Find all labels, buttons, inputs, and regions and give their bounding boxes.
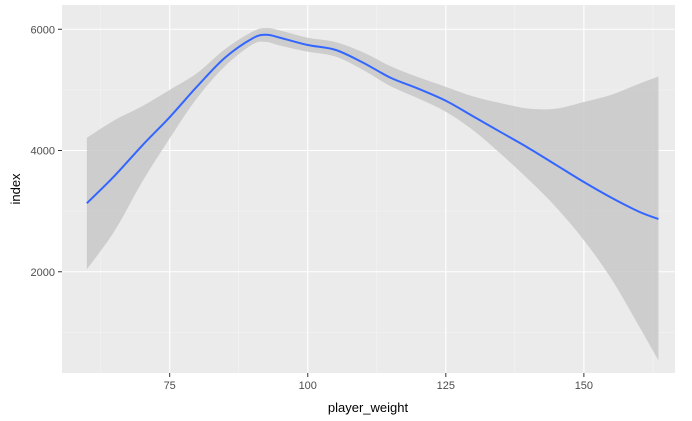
- x-tick-label: 125: [437, 380, 455, 392]
- confidence-band: [86, 28, 659, 361]
- smooth-line: [86, 33, 659, 220]
- y-tick-labels: 2000 4000 6000: [31, 24, 55, 279]
- x-axis-title: player_weight: [328, 400, 409, 415]
- x-tick-label: 75: [164, 380, 176, 392]
- y-tick-label: 4000: [31, 146, 55, 158]
- x-tick-label: 100: [299, 380, 317, 392]
- x-tick-label: 150: [575, 380, 593, 392]
- axis-ticks: [58, 28, 585, 377]
- y-tick-label: 2000: [31, 267, 55, 279]
- major-gridlines: [62, 5, 675, 373]
- y-tick-label: 6000: [31, 24, 55, 36]
- y-axis-title: index: [8, 173, 23, 205]
- x-tick-labels: 75 100 125 150: [164, 380, 593, 392]
